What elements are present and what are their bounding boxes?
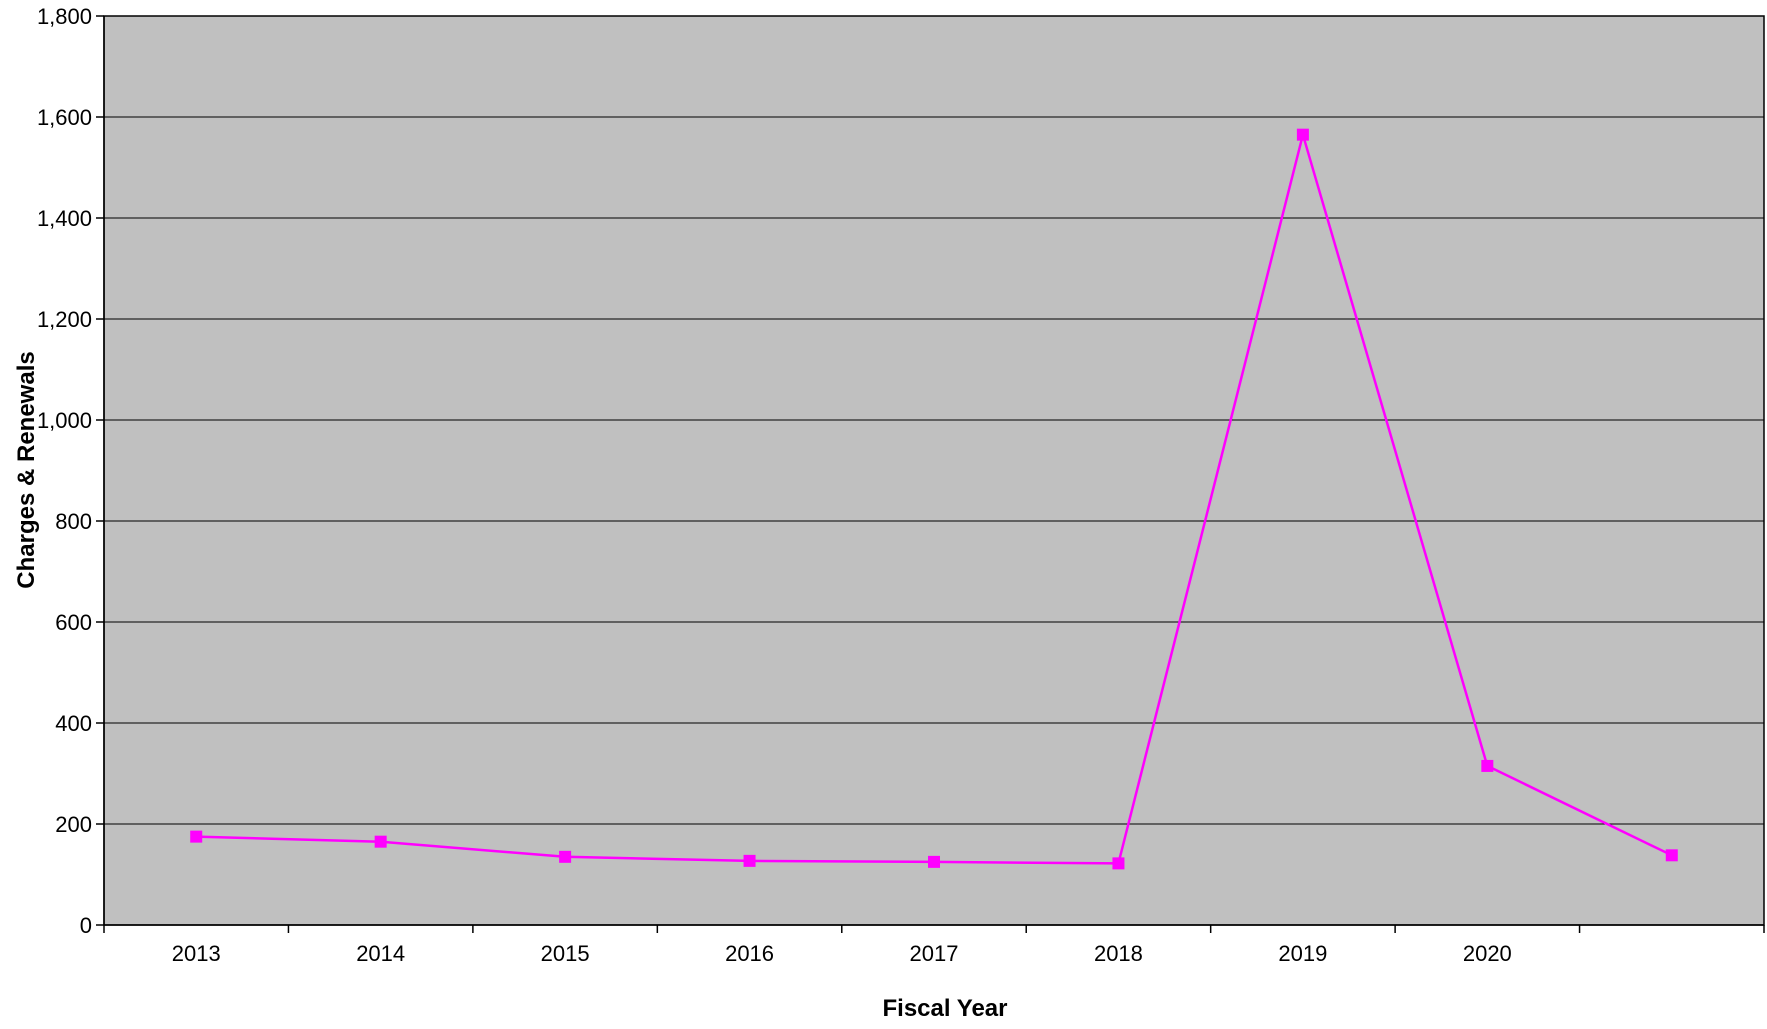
data-point-marker bbox=[928, 855, 940, 868]
y-tick-label: 400 bbox=[55, 711, 92, 736]
y-tick-label: 1,600 bbox=[37, 105, 92, 130]
series-layer bbox=[190, 128, 1678, 870]
y-tick-label: 800 bbox=[55, 509, 92, 534]
data-point-marker bbox=[374, 835, 387, 848]
data-point-marker bbox=[559, 850, 572, 863]
data-point-marker bbox=[1665, 849, 1678, 862]
y-tick-label: 1,800 bbox=[37, 4, 92, 29]
data-point-marker bbox=[190, 830, 203, 843]
y-tick-label: 200 bbox=[55, 812, 92, 837]
x-tick-label: 2017 bbox=[910, 941, 959, 966]
x-tick-label: 2014 bbox=[356, 941, 405, 966]
data-point-marker bbox=[1112, 857, 1125, 870]
y-tick-label: 1,000 bbox=[37, 408, 92, 433]
y-tick-label: 1,200 bbox=[37, 307, 92, 332]
x-tick-labels: 2013 2014 2015 2016 2017 2018 2019 2020 bbox=[172, 941, 1512, 966]
x-tick-label: 2020 bbox=[1463, 941, 1512, 966]
plot-area bbox=[103, 15, 1765, 926]
y-tick-label: 1,400 bbox=[37, 206, 92, 231]
y-tick-label: 600 bbox=[55, 610, 92, 635]
x-tick-label: 2016 bbox=[725, 941, 774, 966]
x-tick-label: 2013 bbox=[172, 941, 221, 966]
axes bbox=[96, 15, 1765, 933]
x-tick-label: 2015 bbox=[541, 941, 590, 966]
y-axis-title: Charges & Renewals bbox=[13, 351, 40, 588]
gridlines bbox=[104, 116, 1764, 825]
data-point-marker bbox=[1481, 759, 1494, 772]
y-tick-labels: 0 200 400 600 800 1,000 1,200 1,400 1,600 1,800 bbox=[37, 4, 92, 938]
data-point-marker bbox=[1296, 128, 1309, 141]
x-axis-title: Fiscal Year bbox=[883, 995, 1008, 1022]
x-tick-label: 2019 bbox=[1278, 941, 1327, 966]
x-tick-label: 2018 bbox=[1094, 941, 1143, 966]
data-point-marker bbox=[743, 854, 756, 867]
y-tick-label: 0 bbox=[80, 913, 92, 938]
